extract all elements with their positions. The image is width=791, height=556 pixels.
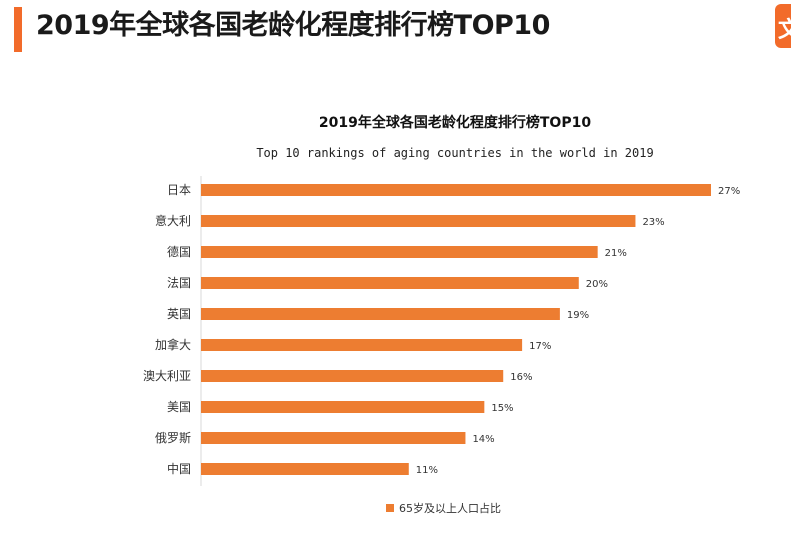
value-label: 23% <box>642 217 664 228</box>
value-label: 15% <box>491 403 513 414</box>
bar <box>201 463 409 475</box>
bar <box>201 401 485 413</box>
bar <box>201 308 560 320</box>
value-label: 14% <box>472 434 494 445</box>
bar <box>201 339 523 351</box>
category-label: 日本 <box>167 183 191 197</box>
value-label: 17% <box>529 341 551 352</box>
bar <box>201 277 579 289</box>
category-label: 澳大利亚 <box>143 369 191 383</box>
category-label: 中国 <box>167 461 191 476</box>
chart-title: 2019年全球各国老龄化程度排行榜TOP10 <box>319 114 591 131</box>
title-accent-bar <box>14 7 22 52</box>
category-label: 加拿大 <box>155 337 191 352</box>
category-label: 法国 <box>167 276 191 290</box>
logo-icon: 文 <box>775 4 791 48</box>
page-title: 2019年全球各国老龄化程度排行榜TOP10 <box>36 10 550 41</box>
legend-label: 65岁及以上人口占比 <box>399 501 501 515</box>
logo-glyph: 文 <box>778 18 791 43</box>
category-label: 英国 <box>167 307 191 321</box>
bar <box>201 246 598 258</box>
bar <box>201 432 466 444</box>
category-label: 意大利 <box>155 213 191 228</box>
bar <box>201 370 504 382</box>
legend-swatch <box>386 504 394 512</box>
legend: 65岁及以上人口占比 <box>386 501 501 515</box>
value-label: 19% <box>567 310 589 321</box>
chart-subtitle: Top 10 rankings of aging countries in th… <box>256 146 653 160</box>
category-label: 美国 <box>167 400 191 414</box>
bar <box>201 215 636 227</box>
bars-group: 日本 27% 意大利 23% 德国 21% 法国 20% 英国 19% 加拿大 17% 澳大利亚 16% 美… <box>143 183 740 476</box>
category-label: 德国 <box>167 244 191 259</box>
value-label: 20% <box>586 279 608 290</box>
value-label: 11% <box>416 465 438 476</box>
value-label: 21% <box>605 248 627 259</box>
value-label: 27% <box>718 186 740 197</box>
value-label: 16% <box>510 372 532 383</box>
bar <box>201 184 711 196</box>
category-label: 俄罗斯 <box>155 431 191 445</box>
